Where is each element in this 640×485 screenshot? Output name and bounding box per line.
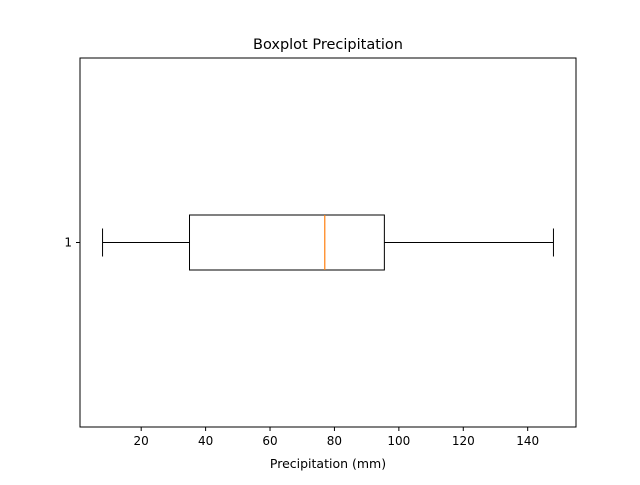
- y-tick-label: 1: [64, 236, 72, 250]
- chart-title: Boxplot Precipitation: [253, 37, 403, 53]
- x-tick-label: 140: [516, 434, 539, 448]
- x-tick-label: 60: [262, 434, 277, 448]
- x-tick-label: 40: [198, 434, 213, 448]
- box-group: [102, 214, 554, 271]
- y-axis-ticks: 1: [64, 236, 80, 250]
- x-axis-ticks: 20 40 60 80 100 120 140: [134, 427, 539, 448]
- x-tick-label: 120: [452, 434, 475, 448]
- x-tick-label: 20: [134, 434, 149, 448]
- x-tick-label: 100: [387, 434, 410, 448]
- x-axis-label: Precipitation (mm): [270, 456, 386, 471]
- x-tick-label: 80: [327, 434, 342, 448]
- iqr-box: [189, 214, 385, 271]
